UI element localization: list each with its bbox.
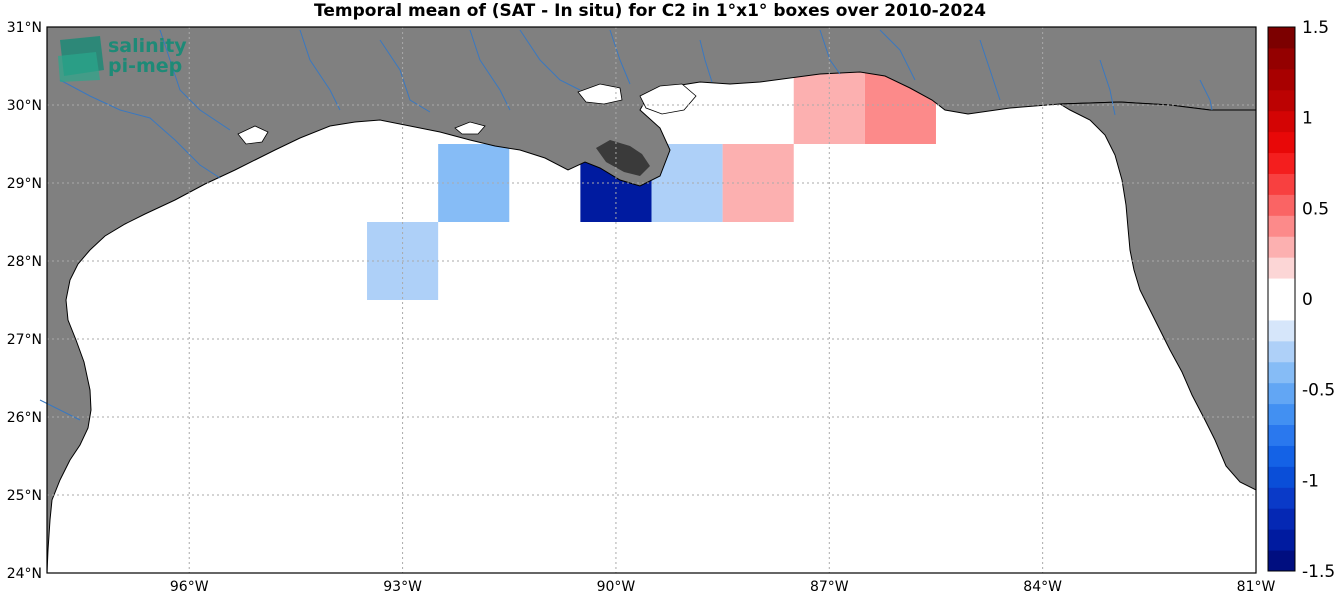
colorbar-tick-label-2: 0.5 [1302,199,1329,219]
colorbar-segment-18 [1268,173,1295,195]
logo-wave-icon-inner [58,52,100,82]
page-title: Temporal mean of (SAT - In situ) for C2 … [314,1,986,21]
lake-pontchartrain [577,83,623,105]
colorbar-frame [1267,26,1296,572]
colorbar-segment-1 [1268,529,1295,551]
delta-water [596,140,650,176]
colorbar-segment-23 [1268,68,1295,91]
colorbar-segment-22 [1268,89,1295,112]
land-florida [1058,101,1257,491]
colorbar-segment-10 [1268,340,1295,363]
lon-tick-label-1: 93°W [383,579,422,594]
lat-tick-label-6: 30°N [7,98,42,114]
colorbar-segment-15 [1268,236,1295,258]
lon-tick-label-4: 84°W [1023,579,1062,594]
longitude-tick-labels: 96°W 93°W 90°W 87°W 84°W 81°W [170,579,1276,594]
lat-tick-label-7: 31°N [7,20,42,36]
colorbar [1268,27,1295,572]
coastal-bay-la [454,121,486,135]
colorbar-segment-21 [1268,110,1295,133]
map-frame [46,26,1257,574]
lat-tick-label-1: 25°N [7,488,42,504]
colorbar-segment-12 [1268,299,1295,321]
colorbar-segment-6 [1268,424,1295,446]
colorbar-segment-14 [1268,257,1295,279]
mobile-bay [639,83,697,115]
logo-line-1: salinity [108,35,187,57]
colorbar-segment-16 [1268,215,1295,237]
heatmap-cell-8 [295,222,368,300]
salinity-pi-mep-logo: salinity pi-mep [58,35,187,82]
lat-tick-label-2: 26°N [7,410,42,426]
heatmap-cell-11 [935,222,1008,300]
colorbar-tick-label-5: -1 [1302,471,1319,491]
heatmap-cell-0 [295,144,368,222]
colorbar-segment-2 [1268,508,1295,530]
colorbar-segment-17 [1268,194,1295,216]
colorbar-segment-7 [1268,403,1295,426]
colorbar-segment-5 [1268,445,1295,467]
lon-tick-label-0: 96°W [170,579,209,594]
lat-tick-label-4: 28°N [7,254,42,270]
colorbar-segment-13 [1268,278,1295,300]
lat-tick-label-5: 29°N [7,176,42,192]
colorbar-segment-20 [1268,131,1295,154]
colorbar-tick-label-3: 0 [1302,290,1313,310]
latitude-tick-labels: 24°N 25°N 26°N 27°N 28°N 29°N 30°N 31°N [7,20,42,582]
colorbar-tick-label-6: -1.5 [1302,562,1335,582]
rivers [39,29,1213,421]
colorbar-segment-8 [1268,382,1295,405]
heatmap-cell-10 [509,222,581,300]
lat-tick-label-0: 24°N [7,566,42,582]
coastal-bay-west [237,125,269,145]
colorbar-segment-24 [1268,47,1295,70]
colorbar-segment-11 [1268,319,1295,342]
lat-tick-label-3: 27°N [7,332,42,348]
lon-tick-label-3: 87°W [810,579,849,594]
colorbar-segment-0 [1268,550,1295,572]
colorbar-tick-labels: 1.5 1 0.5 0 -0.5 -1 -1.5 [1302,18,1335,582]
colorbar-tick-label-4: -0.5 [1302,381,1335,401]
land-gulf-coast [46,26,1257,574]
colorbar-segment-19 [1268,152,1295,174]
colorbar-segment-9 [1268,361,1295,384]
colorbar-tick-label-0: 1.5 [1302,18,1329,38]
colorbar-segment-4 [1268,466,1295,488]
logo-line-2: pi-mep [108,55,182,77]
colorbar-segment-3 [1268,487,1295,509]
lon-tick-label-2: 90°W [597,579,636,594]
colorbar-tick-label-1: 1 [1302,109,1313,129]
colorbar-segment-25 [1268,27,1295,49]
lon-tick-label-5: 81°W [1237,579,1276,594]
